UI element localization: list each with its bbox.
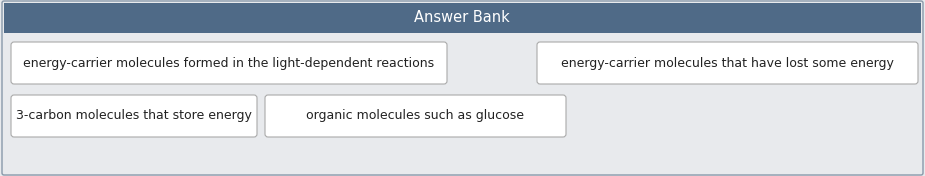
FancyBboxPatch shape	[11, 42, 447, 84]
FancyBboxPatch shape	[537, 42, 918, 84]
FancyBboxPatch shape	[11, 95, 257, 137]
FancyBboxPatch shape	[265, 95, 566, 137]
Text: Answer Bank: Answer Bank	[414, 11, 510, 26]
FancyBboxPatch shape	[4, 3, 921, 33]
Text: energy-carrier molecules that have lost some energy: energy-carrier molecules that have lost …	[561, 56, 894, 70]
Text: 3-carbon molecules that store energy: 3-carbon molecules that store energy	[16, 109, 252, 122]
Text: organic molecules such as glucose: organic molecules such as glucose	[306, 109, 524, 122]
Text: energy-carrier molecules formed in the light-dependent reactions: energy-carrier molecules formed in the l…	[23, 56, 435, 70]
